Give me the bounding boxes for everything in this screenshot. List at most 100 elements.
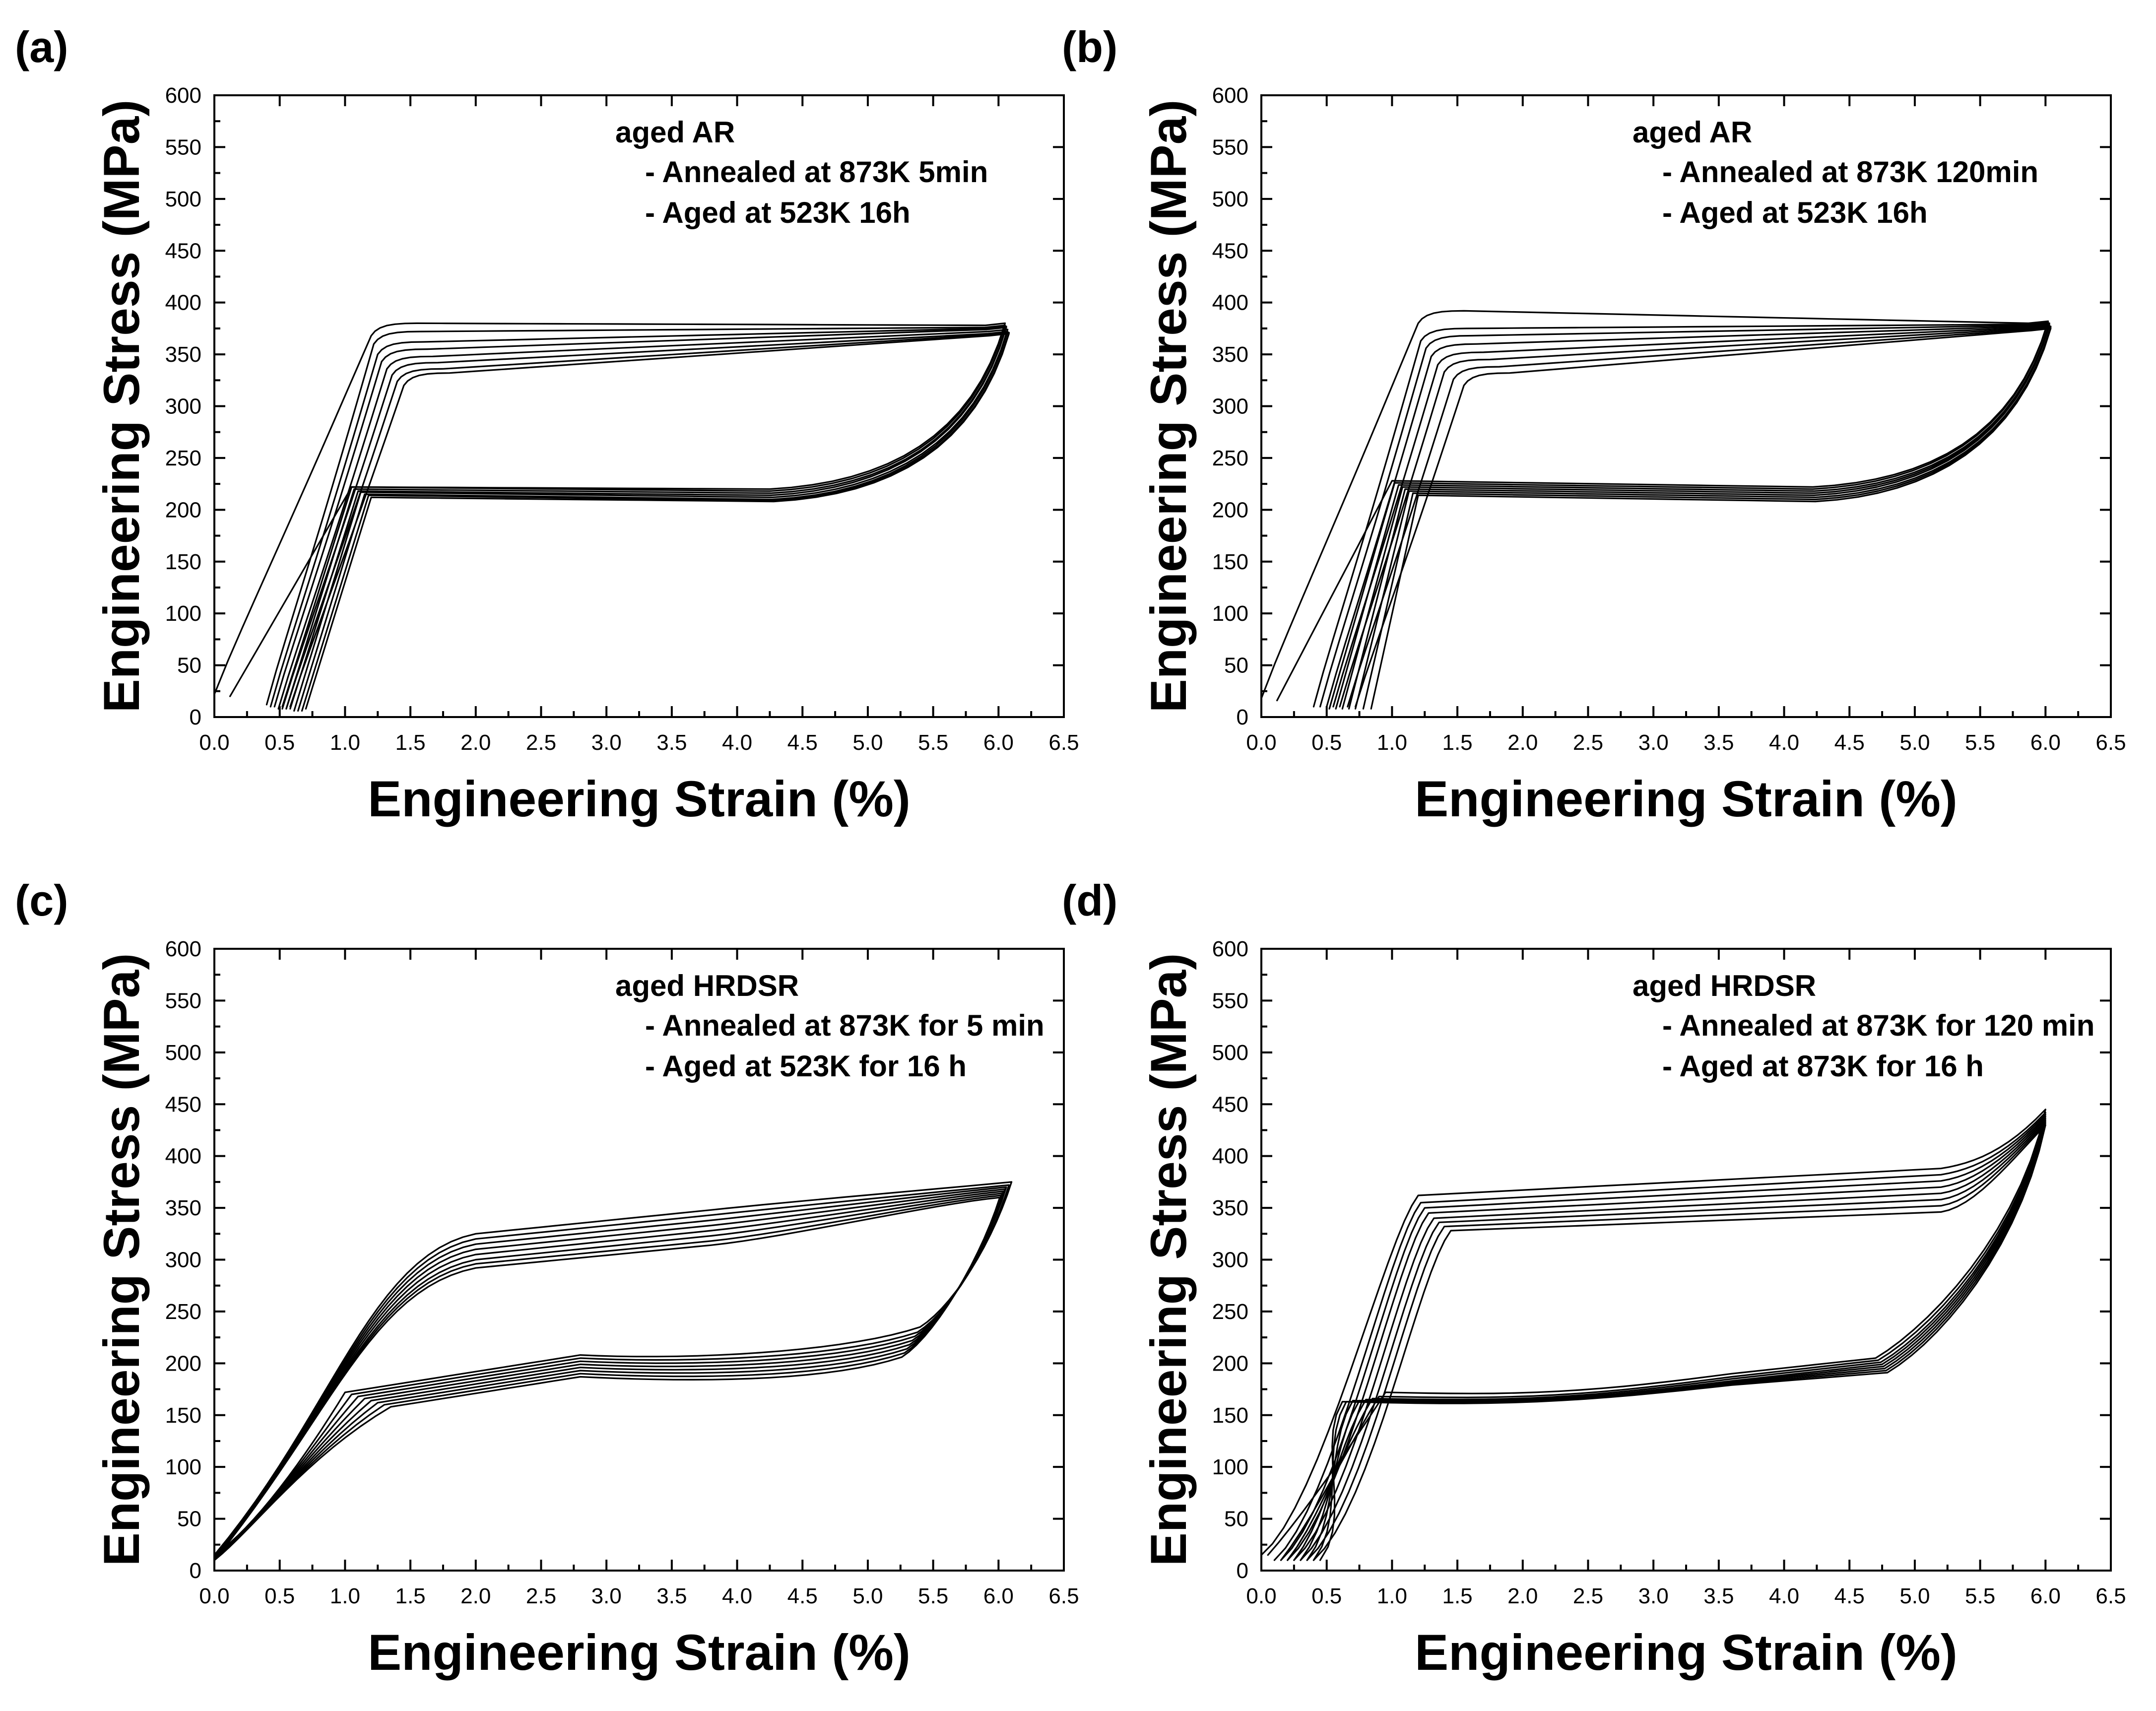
y-tick-label: 0 (1237, 705, 1248, 729)
x-tick-label: 5.0 (852, 1584, 883, 1608)
legend-title: aged HRDSR (1633, 969, 1816, 1002)
x-tick-label: 1.0 (330, 1584, 360, 1608)
x-tick-label: 0.0 (1246, 730, 1276, 755)
y-tick-label: 550 (165, 988, 201, 1013)
y-tick-label: 250 (1212, 446, 1248, 470)
x-tick-label: 2.5 (526, 730, 556, 755)
legend-line: - Annealed at 873K for 120 min (1662, 1009, 2094, 1042)
y-tick-label: 100 (1212, 601, 1248, 626)
x-tick-label: 4.5 (787, 1584, 818, 1608)
series-line-3 (269, 326, 1007, 710)
x-tick-label: 0.5 (1311, 1584, 1342, 1608)
series-line-2 (265, 325, 1006, 708)
x-tick-label: 0.0 (1246, 1584, 1276, 1608)
chart-panel: (a) 0.0 0.5 1.0 1.5 2.0 2.5 3.0 3.5 4.0 4.5 5.0 5.5 6… (15, 22, 1079, 827)
x-tick-label: 0.5 (264, 730, 295, 755)
y-tick-label: 150 (165, 550, 201, 574)
y-tick-label: 150 (1212, 550, 1248, 574)
y-tick-label: 400 (165, 1144, 201, 1169)
x-tick-label: 0.5 (1311, 730, 1342, 755)
panel-label: (b) (1062, 22, 1117, 71)
y-tick-label: 600 (1212, 83, 1248, 108)
x-tick-label: 1.5 (395, 730, 425, 755)
x-tick-label: 3.0 (591, 1584, 622, 1608)
y-axis-title: Engineering Stress (MPa) (93, 953, 150, 1567)
x-tick-label: 5.0 (852, 730, 883, 755)
x-tick-label: 2.5 (1573, 730, 1603, 755)
x-tick-label: 5.5 (918, 730, 948, 755)
y-tick-label: 600 (165, 83, 201, 108)
x-tick-label: 4.5 (1834, 1584, 1865, 1608)
legend-line: - Aged at 873K for 16 h (1662, 1050, 1984, 1083)
x-tick-label: 4.0 (1769, 1584, 1799, 1608)
x-tick-label: 1.0 (1377, 1584, 1407, 1608)
y-tick-label: 550 (1212, 135, 1248, 159)
panel-label: (a) (15, 22, 68, 71)
y-tick-label: 150 (165, 1403, 201, 1428)
series-line-6 (1339, 326, 2052, 710)
y-tick-label: 300 (165, 395, 201, 419)
x-tick-label: 5.5 (1965, 730, 1995, 755)
series-line-3 (1319, 322, 2050, 710)
series-line-4 (273, 327, 1007, 710)
x-tick-label: 3.5 (656, 730, 687, 755)
y-tick-label: 500 (165, 187, 201, 211)
y-axis-title: Engineering Stress (MPa) (93, 100, 150, 713)
y-tick-label: 300 (165, 1248, 201, 1272)
series-line-7 (285, 331, 1010, 712)
y-tick-label: 600 (1212, 937, 1248, 961)
x-tick-label: 6.0 (2030, 1584, 2061, 1608)
series-line-8 (213, 1196, 1001, 1561)
x-tick-label: 5.5 (918, 1584, 948, 1608)
y-tick-label: 500 (165, 1041, 201, 1065)
panel-label: (d) (1062, 876, 1117, 925)
chart-panel: (b) 0.0 0.5 1.0 1.5 2.0 2.5 3.0 3.5 4.0 4.5 5.0 5.5 6… (1062, 22, 2126, 827)
x-tick-label: 6.5 (1048, 730, 1079, 755)
series-line-5 (1293, 1118, 2046, 1561)
series-line-3 (1280, 1114, 2046, 1561)
y-tick-label: 200 (1212, 498, 1248, 522)
x-axis-title: Engineering Strain (%) (368, 1624, 911, 1681)
series-line-1 (213, 322, 1006, 697)
y-tick-label: 100 (165, 601, 201, 626)
series-line-6 (281, 330, 1009, 712)
legend-line: - Aged at 523K 16h (1662, 196, 1928, 229)
x-tick-label: 3.5 (656, 1584, 687, 1608)
legend-line: - Aged at 523K for 16 h (645, 1050, 967, 1083)
x-tick-label: 1.5 (1442, 730, 1472, 755)
x-tick-label: 4.5 (787, 730, 818, 755)
y-tick-label: 400 (1212, 291, 1248, 315)
x-tick-label: 6.0 (983, 730, 1014, 755)
x-axis-title: Engineering Strain (%) (1415, 1624, 1958, 1681)
x-tick-label: 3.0 (1638, 730, 1669, 755)
x-tick-label: 5.0 (1899, 730, 1930, 755)
y-tick-label: 250 (165, 446, 201, 470)
x-tick-label: 2.5 (1573, 1584, 1603, 1608)
legend-line: - Annealed at 873K 5min (645, 155, 988, 189)
y-tick-label: 400 (165, 291, 201, 315)
y-tick-label: 150 (1212, 1403, 1248, 1428)
y-tick-label: 450 (1212, 1092, 1248, 1117)
y-tick-label: 500 (1212, 1041, 1248, 1065)
x-tick-label: 5.5 (1965, 1584, 1995, 1608)
y-tick-label: 450 (165, 1092, 201, 1117)
x-tick-label: 6.5 (2095, 1584, 2126, 1608)
series-line-1 (1260, 310, 2049, 702)
x-tick-label: 2.0 (460, 1584, 491, 1608)
x-tick-label: 6.5 (2095, 730, 2126, 755)
x-tick-label: 2.0 (1507, 1584, 1538, 1608)
series-line-2 (213, 1184, 1010, 1558)
y-tick-label: 250 (1212, 1300, 1248, 1324)
y-tick-label: 50 (1224, 654, 1248, 678)
x-tick-label: 2.0 (1507, 730, 1538, 755)
series-line-2 (1273, 1112, 2046, 1561)
y-tick-label: 100 (1212, 1455, 1248, 1479)
series-line-4 (1326, 323, 2050, 710)
y-tick-label: 350 (165, 1196, 201, 1220)
series-line-1 (213, 1181, 1013, 1556)
y-tick-label: 500 (1212, 187, 1248, 211)
x-tick-label: 4.0 (1769, 730, 1799, 755)
legend-title: aged AR (615, 116, 735, 149)
legend-line: - Aged at 523K 16h (645, 196, 911, 229)
